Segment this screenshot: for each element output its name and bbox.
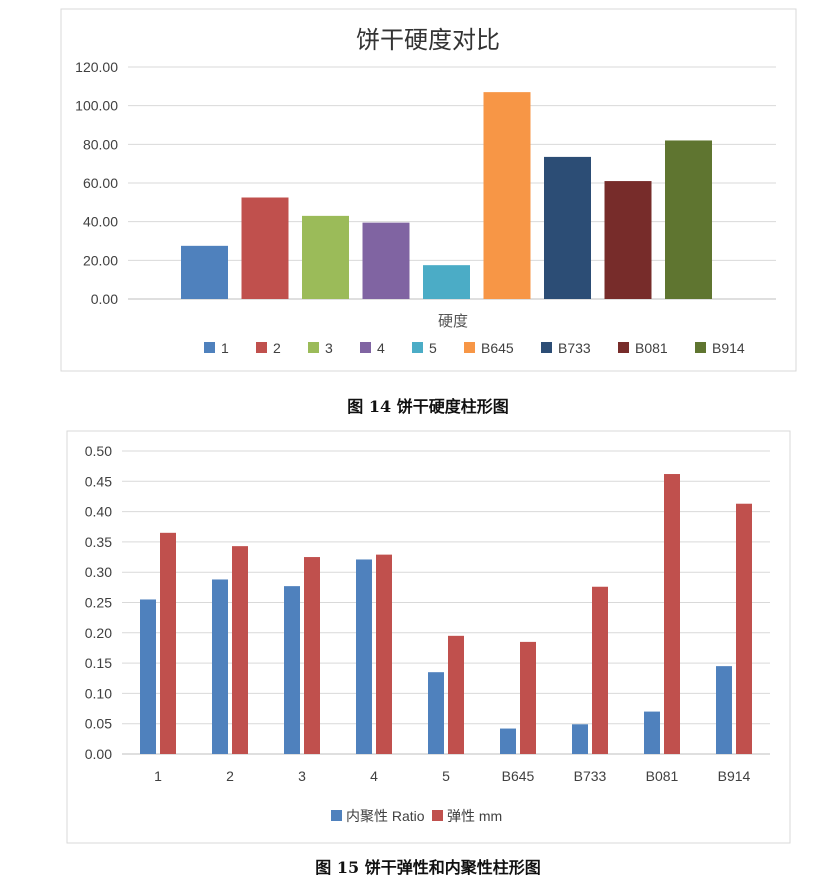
- chart2-gridlines: [122, 450, 770, 755]
- chart2-x-tick-label: B914: [718, 768, 751, 784]
- chart2-bar-4-s1: [356, 559, 372, 754]
- chart1-bar-B914: [665, 140, 712, 299]
- chart2-legend-swatch: [331, 810, 342, 821]
- chart2-bar-B081-s2: [664, 474, 680, 754]
- chart2-x-tick-label: B733: [574, 768, 607, 784]
- chart1-bar-1: [181, 245, 228, 299]
- chart1-y-tick-label: 80.00: [83, 136, 118, 152]
- chart1-legend-label: 1: [221, 340, 229, 356]
- chart2-x-ticks: 1 2 3 4 5 B645 B733 B081 B914: [154, 768, 750, 784]
- chart2-y-tick-label: 0.25: [85, 595, 112, 611]
- chart1-legend-label: B733: [558, 340, 591, 356]
- chart1-bar-B645: [483, 92, 531, 299]
- chart1-bar-B733: [544, 156, 591, 299]
- chart1-bar-2: [241, 197, 289, 299]
- chart2-y-tick-label: 0.35: [85, 534, 112, 550]
- chart1-legend-label: 5: [429, 340, 437, 356]
- chart2-bar-3-s1: [284, 586, 300, 754]
- chart2-legend: 内聚性 Ratio 弹性 mm: [331, 808, 502, 824]
- chart2-bar-B914-s1: [716, 666, 732, 754]
- chart2-bar-1-s2: [160, 532, 176, 754]
- chart1-legend-label: 4: [377, 340, 385, 356]
- chart1-legend-label: 3: [325, 340, 333, 356]
- chart2-bar-1-s1: [140, 599, 156, 754]
- chart1-legend-swatch: [695, 342, 706, 353]
- chart1-bar-5: [423, 265, 470, 299]
- chart2-bar-B645-s1: [500, 728, 516, 754]
- chart1-legend-swatch: [360, 342, 371, 353]
- chart2-bar-B733-s2: [592, 586, 608, 754]
- chart1-legend-swatch: [412, 342, 423, 353]
- chart1-legend-swatch: [541, 342, 552, 353]
- chart1-legend-swatch: [204, 342, 215, 353]
- chart1-bar-3: [302, 215, 349, 299]
- chart1-legend-label: 2: [273, 340, 281, 356]
- chart2-bar-5-s1: [428, 672, 444, 754]
- chart1-legend-label: B914: [712, 340, 745, 356]
- chart2-bar-B081-s1: [644, 711, 660, 754]
- chart2-y-tick-label: 0.30: [85, 564, 112, 580]
- chart1-legend-label: B081: [635, 340, 668, 356]
- chart1-bar-4: [362, 222, 410, 299]
- chart1-legend-swatch: [256, 342, 267, 353]
- chart2-x-tick-label: 5: [442, 768, 450, 784]
- chart2-y-tick-label: 0.15: [85, 655, 112, 671]
- chart2-y-tick-label: 0.40: [85, 504, 112, 520]
- chart2-bar-5-s2: [448, 635, 464, 754]
- chart1-bar-B081: [604, 181, 652, 299]
- chart1-legend-swatch: [464, 342, 475, 353]
- chart1-y-tick-label: 100.00: [75, 98, 118, 114]
- chart1-legend-swatch: [618, 342, 629, 353]
- chart2-bar-3-s2: [304, 557, 320, 754]
- chart2-bar-4-s2: [376, 554, 392, 754]
- chart1-y-tick-label: 20.00: [83, 252, 118, 268]
- chart1-x-axis-title: 硬度: [438, 312, 468, 330]
- chart2-x-tick-label: 2: [226, 768, 234, 784]
- chart2-legend-label: 弹性 mm: [447, 808, 502, 824]
- chart2-bar-2-s1: [212, 579, 228, 754]
- chart1-y-tick-label: 0.00: [91, 291, 118, 307]
- chart1-y-tick-label: 40.00: [83, 214, 118, 230]
- chart2-legend-label: 内聚性 Ratio: [346, 808, 425, 824]
- chart2-bar-2-s2: [232, 546, 248, 754]
- chart2-y-tick-label: 0.20: [85, 625, 112, 641]
- chart2-bars: [140, 474, 752, 754]
- chart1-y-ticks: 0.00 20.00 40.00 60.00 80.00 100.00 120.00: [75, 59, 118, 307]
- chart2-y-tick-label: 0.10: [85, 685, 112, 701]
- chart2-y-tick-label: 0.05: [85, 716, 112, 732]
- chart2-legend-swatch: [432, 810, 443, 821]
- chart1-legend-label: B645: [481, 340, 514, 356]
- chart2-bar-B645-s2: [520, 641, 536, 754]
- chart1-legend-swatch: [308, 342, 319, 353]
- chart1-y-tick-label: 120.00: [75, 59, 118, 75]
- chart1-title: 饼干硬度对比: [356, 26, 500, 54]
- chart1-bars: [181, 92, 712, 299]
- chart2-x-tick-label: 3: [298, 768, 306, 784]
- chart1-caption: 图 14 饼干硬度柱形图: [347, 397, 508, 416]
- chart2-x-tick-label: B645: [502, 768, 535, 784]
- chart1-legend: 1 2 3 4 5 B645 B733 B081 B914: [204, 340, 745, 356]
- chart2-caption: 图 15 饼干弹性和内聚性柱形图: [315, 858, 540, 877]
- chart2-x-tick-label: B081: [646, 768, 679, 784]
- chart2-x-tick-label: 4: [370, 768, 378, 784]
- chart2-y-ticks: 0.00 0.05 0.10 0.15 0.20 0.25 0.30 0.35 0.40 0.45…: [85, 443, 112, 762]
- chart2-y-tick-label: 0.00: [85, 746, 112, 762]
- chart2-x-tick-label: 1: [154, 768, 162, 784]
- chart1-y-tick-label: 60.00: [83, 175, 118, 191]
- chart2-bar-B733-s1: [572, 724, 588, 754]
- chart2-y-tick-label: 0.45: [85, 473, 112, 489]
- chart2-y-tick-label: 0.50: [85, 443, 112, 459]
- chart2-bar-B914-s2: [736, 503, 752, 754]
